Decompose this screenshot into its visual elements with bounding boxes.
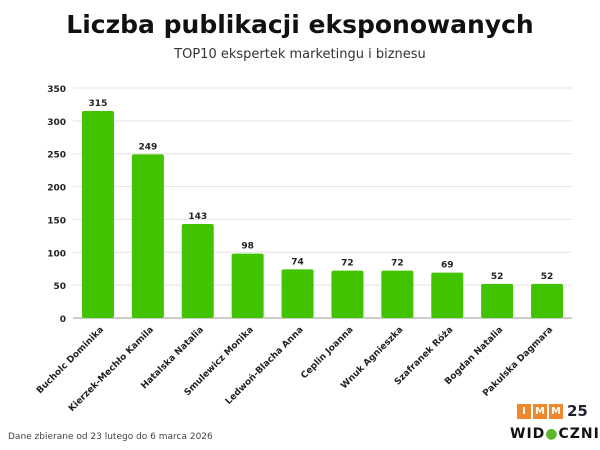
chart-title: Liczba publikacji eksponowanych xyxy=(66,10,534,39)
bar xyxy=(481,283,514,318)
y-tick-label: 350 xyxy=(47,85,66,95)
widoczni-logo: WID●CZNI xyxy=(510,426,600,442)
y-tick-label: 200 xyxy=(47,184,66,194)
bar xyxy=(181,224,214,318)
footer-note: Dane zbierane od 23 lutego do 6 marca 20… xyxy=(8,432,213,442)
bar xyxy=(131,154,164,318)
data-label: 249 xyxy=(138,142,157,152)
x-tick-label: Kierzek-Mechło Kamila xyxy=(67,325,156,414)
bar xyxy=(381,270,414,318)
imm-logo-letter: M xyxy=(533,403,547,419)
data-label: 52 xyxy=(541,272,554,282)
data-label: 315 xyxy=(89,99,108,109)
y-tick-label: 0 xyxy=(60,315,66,325)
bar xyxy=(81,111,114,318)
bar xyxy=(431,272,464,318)
x-tick-label: Ceplin Joanna xyxy=(299,325,355,381)
y-tick-label: 150 xyxy=(47,216,66,226)
data-label: 74 xyxy=(291,257,304,267)
imm-logo-letter: I xyxy=(517,403,531,419)
data-label: 98 xyxy=(241,242,254,252)
imm-logo: I M M 25 xyxy=(517,402,588,420)
y-tick-label: 50 xyxy=(53,282,66,292)
bar xyxy=(331,270,364,318)
data-label: 72 xyxy=(391,259,404,269)
data-label: 72 xyxy=(341,259,354,269)
data-label: 143 xyxy=(188,212,207,222)
chart-subtitle: TOP10 ekspertek marketingu i biznesu xyxy=(174,47,426,62)
bar xyxy=(531,283,564,318)
imm-logo-years: 25 xyxy=(567,402,588,420)
data-label: 69 xyxy=(441,261,454,271)
bar xyxy=(281,269,314,318)
data-label: 52 xyxy=(491,272,504,282)
imm-logo-letter: M xyxy=(549,403,563,419)
y-tick-label: 250 xyxy=(47,151,66,161)
y-tick-label: 100 xyxy=(47,249,66,259)
y-tick-label: 300 xyxy=(47,118,66,128)
bar xyxy=(231,253,264,318)
